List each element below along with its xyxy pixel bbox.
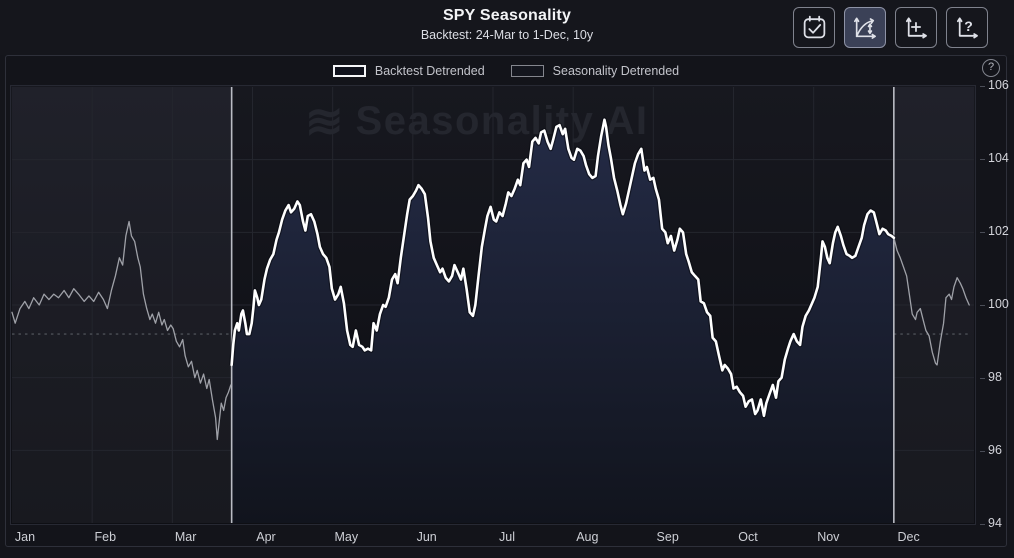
x-axis-label: Dec bbox=[897, 530, 920, 544]
legend-label-seasonality: Seasonality Detrended bbox=[552, 63, 680, 78]
x-axis-label: Feb bbox=[94, 530, 117, 544]
header: SPY Seasonality Backtest: 24-Mar to 1-De… bbox=[0, 0, 1014, 55]
x-axis-label: Apr bbox=[256, 530, 276, 544]
add-to-axes-button[interactable] bbox=[895, 7, 937, 48]
y-axis-label: 96 bbox=[980, 443, 1002, 457]
toolbar: ? bbox=[793, 7, 988, 48]
chart-svg bbox=[11, 86, 975, 524]
y-axis-label: 106 bbox=[980, 78, 1009, 92]
y-axis-label: 94 bbox=[980, 516, 1002, 530]
x-axis-label: May bbox=[334, 530, 359, 544]
svg-text:?: ? bbox=[964, 18, 973, 34]
legend-item-seasonality[interactable]: Seasonality Detrended bbox=[510, 63, 680, 78]
seasonality-swatch bbox=[510, 64, 544, 77]
y-axis-label: 102 bbox=[980, 224, 1009, 238]
legend-label-backtest: Backtest Detrended bbox=[374, 63, 485, 78]
watermark: ≋ Seasonality AI bbox=[305, 98, 649, 144]
chart-plot-area[interactable]: ≋ Seasonality AI bbox=[10, 85, 976, 525]
axes-plus-icon bbox=[905, 17, 927, 39]
calendar-settings-button[interactable] bbox=[793, 7, 835, 48]
x-axis-label: Jan bbox=[14, 530, 36, 544]
backtest-swatch bbox=[332, 64, 366, 77]
chart-legend: Backtest Detrended Seasonality Detrended bbox=[6, 56, 1006, 85]
axes-help-button[interactable]: ? bbox=[946, 7, 988, 48]
x-axis-label: Nov bbox=[817, 530, 840, 544]
axes-question-icon: ? bbox=[956, 17, 978, 39]
y-axis-label: 100 bbox=[980, 297, 1009, 311]
x-axis-label: Jul bbox=[499, 530, 515, 544]
chart-curve-icon bbox=[853, 17, 876, 39]
x-axis-label: Sep bbox=[656, 530, 679, 544]
backtest-area-fill bbox=[231, 119, 894, 524]
x-axis-label: Mar bbox=[174, 530, 197, 544]
chart-panel: Backtest Detrended Seasonality Detrended… bbox=[5, 55, 1009, 547]
y-axis-label: 98 bbox=[980, 370, 1002, 384]
x-axis-label: Jun bbox=[416, 530, 437, 544]
seasonality-line bbox=[11, 220, 232, 441]
x-axis: Jan Feb Mar Apr May Jun Jul Aug Sep Oct Nov Dec bbox=[10, 526, 976, 546]
backtest-line bbox=[230, 118, 896, 418]
watermark-text: Seasonality AI bbox=[355, 99, 649, 143]
y-axis: 106 104 102 100 98 96 94 bbox=[976, 78, 1009, 530]
y-axis-label: 104 bbox=[980, 151, 1009, 165]
calendar-check-icon bbox=[803, 15, 825, 39]
x-axis-label: Oct bbox=[738, 530, 758, 544]
x-axis-label: Aug bbox=[576, 530, 599, 544]
legend-item-backtest[interactable]: Backtest Detrended bbox=[332, 63, 485, 78]
help-icon[interactable]: ? bbox=[982, 59, 1000, 77]
seasonality-line bbox=[893, 237, 970, 366]
chart-settings-button[interactable] bbox=[844, 7, 886, 48]
waves-icon: ≋ bbox=[305, 95, 344, 147]
